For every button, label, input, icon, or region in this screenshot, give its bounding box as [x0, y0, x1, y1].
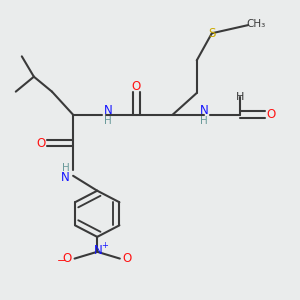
- Text: N: N: [94, 244, 103, 257]
- Text: H: H: [200, 116, 208, 127]
- Text: H: H: [236, 92, 245, 102]
- Text: O: O: [132, 80, 141, 93]
- Text: CH₃: CH₃: [246, 19, 265, 29]
- Text: N: N: [200, 104, 209, 117]
- Text: H: H: [104, 116, 112, 127]
- Text: O: O: [62, 251, 72, 265]
- Text: O: O: [123, 251, 132, 265]
- Text: N: N: [61, 171, 70, 184]
- Text: O: O: [37, 137, 46, 150]
- Text: S: S: [208, 27, 215, 40]
- Text: +: +: [101, 241, 108, 250]
- Text: H: H: [62, 163, 69, 172]
- Text: O: O: [266, 108, 275, 121]
- Text: N: N: [103, 104, 112, 117]
- Text: −: −: [57, 256, 67, 266]
